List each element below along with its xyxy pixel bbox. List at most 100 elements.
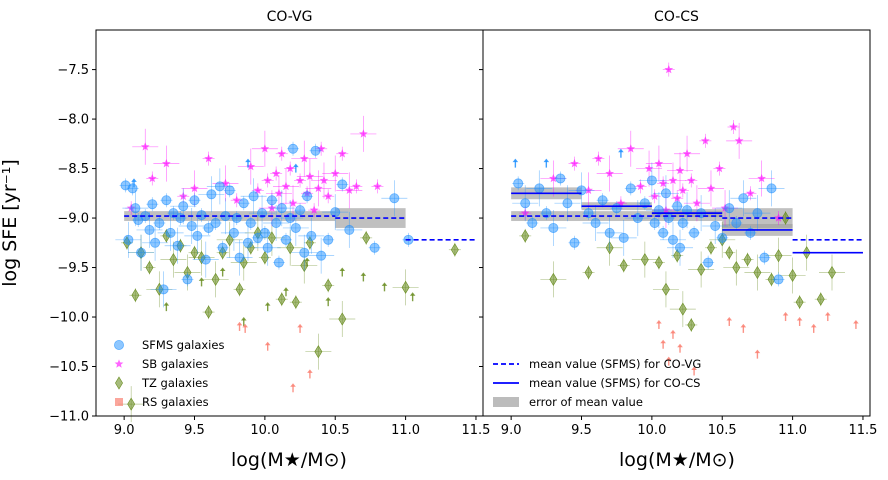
tz-point	[725, 246, 734, 260]
rs-limit-arrow	[853, 319, 859, 329]
rs-limit-arrow-head	[297, 323, 303, 328]
tz-point	[753, 265, 762, 280]
plot-frame	[482, 29, 871, 417]
legend-label: RS galaxies	[142, 395, 209, 409]
rs-limit-arrow	[677, 343, 683, 353]
sfms-point	[649, 217, 660, 228]
sb-point	[584, 185, 593, 195]
x-tick-label: 10.0	[250, 423, 279, 438]
tz-point	[145, 260, 154, 275]
sfms-point	[689, 227, 700, 238]
sfms-point	[154, 217, 165, 228]
x-tick-label: 11.0	[391, 423, 420, 438]
sfms-limit-arrow-head	[245, 158, 251, 163]
tz-point	[204, 305, 213, 319]
tz-limit-arrow-head	[240, 316, 247, 321]
x-axis-label-co-vg: log(M★/M⊙)	[231, 449, 347, 471]
sfms-point	[667, 234, 678, 245]
sfms-point	[569, 237, 580, 248]
y-tick-label: −8.5	[57, 162, 89, 177]
tz-limit-arrow-head	[283, 287, 289, 291]
sfms-limit-arrow-head	[512, 158, 519, 163]
sb-point	[658, 178, 668, 188]
sb-point	[664, 64, 674, 74]
tz-point	[743, 253, 752, 267]
sb-point	[636, 181, 645, 191]
legend-marker	[115, 376, 123, 390]
tz-point	[131, 288, 140, 302]
tz-limit-arrow	[325, 297, 331, 307]
sb-point	[626, 144, 636, 153]
sfms-point	[520, 198, 531, 209]
x-tick-label: 11.5	[461, 423, 490, 438]
rs-limit-arrow	[782, 312, 789, 322]
tz-point	[687, 318, 696, 332]
sb-point	[757, 173, 767, 183]
x-axis-label-co-cs: log(M★/M⊙)	[619, 449, 735, 471]
sb-point	[161, 159, 171, 168]
sb-point	[309, 205, 319, 214]
sfms-point	[206, 189, 217, 200]
legend: SFMS galaxies SB galaxies TZ galaxies RS ga…	[114, 338, 224, 409]
rs-limit-arrow	[824, 312, 831, 322]
sfms-point	[710, 220, 721, 231]
sb-point	[668, 175, 678, 185]
rs-limit-arrow-head	[660, 339, 666, 344]
sfms-point	[323, 234, 334, 245]
y-tick-label: −10.5	[49, 360, 89, 375]
sfms-point	[738, 193, 749, 204]
sb-point	[351, 181, 361, 191]
y-tick-label: −9.0	[57, 212, 89, 227]
sfms-point	[175, 213, 186, 224]
tz-point	[619, 258, 628, 273]
sb-point	[281, 181, 291, 191]
sfms-point	[369, 242, 380, 253]
sfms-point	[604, 227, 615, 238]
sb-point	[359, 129, 368, 138]
sb-point	[288, 198, 298, 207]
rs-limit-arrow	[665, 356, 672, 366]
sfms-point	[228, 227, 239, 238]
rs-limit-arrow-head	[726, 316, 733, 321]
sfms-limit-arrow	[512, 158, 519, 168]
rs-limit-arrow-head	[691, 366, 697, 370]
tz-limit-arrow	[163, 302, 170, 312]
tz-point	[678, 302, 687, 316]
sfms-point	[248, 191, 259, 202]
sfms-limit-arrow	[131, 178, 137, 188]
panel-co-vg: CO-VG 9.0 9.5 10.0 10.5 11.0 11.5 −7.5 −8.0 −8.5 −…	[49, 9, 490, 438]
sb-point	[644, 163, 654, 173]
sfms-limit-arrow-head	[131, 178, 137, 182]
legend-marker	[114, 339, 125, 350]
y-tick-label: −8.0	[57, 113, 89, 128]
sb-point	[267, 203, 277, 212]
sb-point	[271, 168, 281, 178]
sb-point	[337, 149, 347, 158]
rs-limit-arrow	[656, 319, 662, 329]
sb-point	[246, 161, 256, 171]
sfms-point	[127, 183, 138, 194]
sb-point	[260, 144, 270, 153]
sb-point	[232, 195, 242, 204]
sfms-point	[302, 191, 313, 202]
tz-limit-arrow-head	[325, 297, 331, 301]
legend-marker	[115, 398, 123, 406]
sfms-point	[731, 217, 742, 228]
tz-limit-arrow	[264, 302, 271, 312]
tz-limit-arrow-head	[409, 292, 416, 296]
sfms-point	[130, 203, 141, 214]
tz-limit-arrow	[381, 282, 388, 292]
sb-point	[204, 154, 213, 163]
sb-point	[323, 191, 333, 200]
sfms-limit-arrow	[543, 158, 550, 168]
sfms-point	[632, 213, 643, 224]
sb-point	[682, 149, 692, 158]
rs-limit-arrow-head	[242, 323, 248, 328]
rs-limit-arrow	[307, 369, 313, 379]
tz-point	[286, 241, 295, 255]
sb-point	[654, 159, 664, 168]
sfms-point	[150, 237, 161, 248]
legend-label: SFMS galaxies	[142, 338, 224, 352]
tz-point	[795, 295, 804, 309]
sb-point	[253, 185, 263, 195]
